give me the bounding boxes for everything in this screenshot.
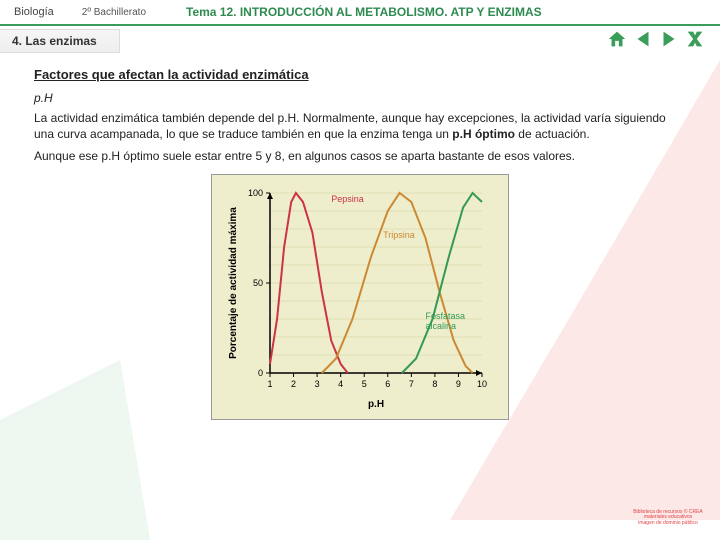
svg-text:p.H: p.H (368, 399, 384, 410)
p1-bold: p.H óptimo (452, 127, 515, 141)
sub-header: 4. Las enzimas (0, 26, 720, 56)
svg-text:50: 50 (253, 278, 263, 288)
svg-text:Fosfatasa: Fosfatasa (425, 311, 465, 321)
svg-text:Tripsina: Tripsina (383, 230, 415, 240)
svg-text:1: 1 (267, 379, 272, 389)
paragraph-2: Aunque ese p.H óptimo suele estar entre … (34, 148, 686, 164)
svg-text:Pepsina: Pepsina (331, 194, 364, 204)
svg-text:alcalina: alcalina (425, 321, 456, 331)
svg-text:6: 6 (385, 379, 390, 389)
svg-text:5: 5 (362, 379, 367, 389)
svg-text:8: 8 (432, 379, 437, 389)
close-icon[interactable] (684, 28, 706, 55)
main-content: Factores que afectan la actividad enzimá… (0, 56, 720, 420)
svg-text:10: 10 (477, 379, 487, 389)
svg-text:0: 0 (258, 368, 263, 378)
svg-text:9: 9 (456, 379, 461, 389)
paragraph-1: La actividad enzimática también depende … (34, 110, 686, 142)
svg-text:Porcentaje de actividad máxima: Porcentaje de actividad máxima (228, 207, 239, 359)
home-icon[interactable] (606, 28, 628, 55)
svg-text:100: 100 (248, 188, 263, 198)
level-label: 2º Bachillerato (82, 7, 146, 18)
subject-label: Biología (14, 6, 54, 18)
enzyme-ph-chart: 0 50 100 1 2 3 4 5 6 7 8 9 10 Porcentaje de actividad… (211, 174, 509, 420)
footer-line3: imagen de dominio público (638, 521, 697, 527)
svg-text:2: 2 (291, 379, 296, 389)
next-icon[interactable] (658, 28, 680, 55)
footer-attribution: Biblioteca de recursos © CREA materiales… (628, 506, 708, 530)
header-bar: Biología 2º Bachillerato Tema 12. INTROD… (0, 0, 720, 26)
nav-buttons (606, 28, 706, 55)
prev-icon[interactable] (632, 28, 654, 55)
svg-text:3: 3 (315, 379, 320, 389)
p1-part-c: de actuación. (515, 127, 590, 141)
section-title: 4. Las enzimas (0, 29, 120, 53)
ph-label: p.H (34, 90, 686, 106)
content-heading: Factores que afectan la actividad enzimá… (34, 66, 686, 84)
svg-text:7: 7 (409, 379, 414, 389)
topic-title: Tema 12. INTRODUCCIÓN AL METABOLISMO. AT… (186, 5, 542, 19)
chart-container: 0 50 100 1 2 3 4 5 6 7 8 9 10 Porcentaje de actividad… (34, 174, 686, 420)
svg-text:4: 4 (338, 379, 343, 389)
